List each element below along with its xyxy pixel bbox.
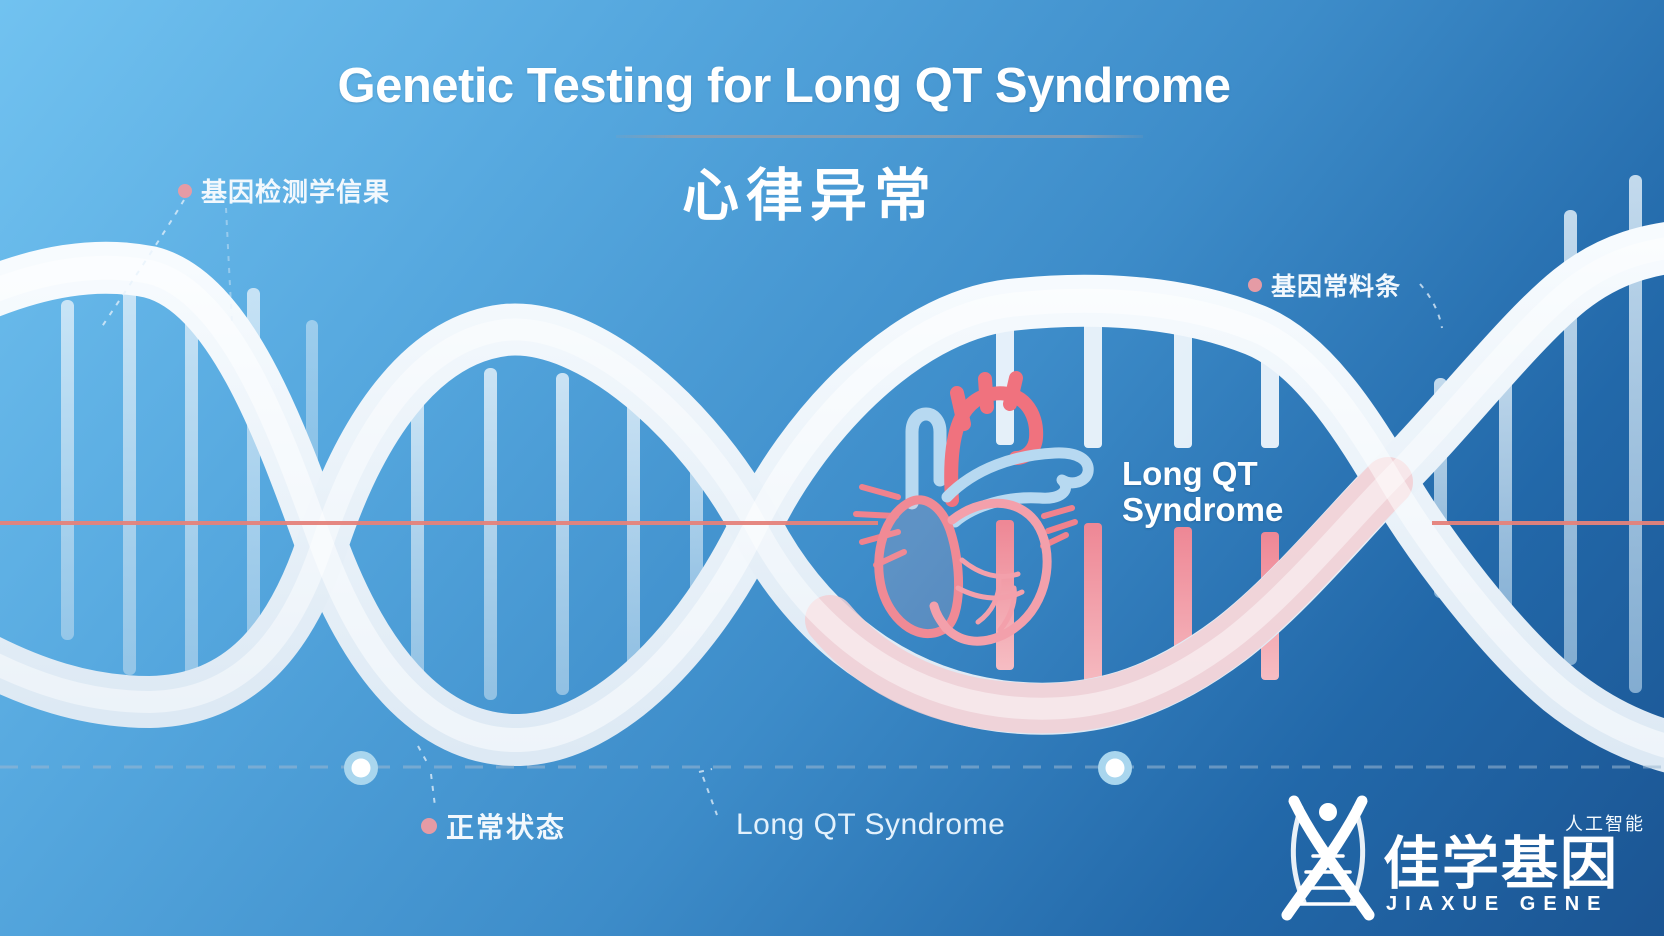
callout-bottom-left-label: 正常状态 (446, 812, 567, 843)
page-title: Genetic Testing for Long QT Syndrome (337, 59, 1231, 113)
heart-inner-vessels (955, 557, 1025, 633)
jiaxue-gene-logo-mark (1281, 795, 1375, 921)
logo-ai-tagline: 人工智能 (1565, 814, 1645, 834)
dna-rungs-heart-loop-upper (996, 318, 1279, 448)
heart-aorta (944, 371, 1044, 507)
callout-top-left: 基因检测学信果 (178, 172, 390, 209)
heart-callout-label: Long QT Syndrome (1122, 456, 1283, 528)
heart-bottom-tip (929, 601, 951, 633)
heart-callout-line1: Long QT (1122, 455, 1258, 492)
logo-name-english: JIAXUE GENE (1386, 893, 1609, 915)
dna-strand-b (0, 222, 1664, 735)
heart-callout-line2: Syndrome (1122, 491, 1284, 528)
anatomical-heart-icon (853, 371, 1094, 646)
heart-right-lobe (941, 498, 1052, 646)
dna-strand-rose-segment (805, 457, 1413, 734)
callout-connectors (100, 199, 1443, 816)
heart-vessel-blue-right (941, 447, 1094, 528)
timeline-dot-marker (344, 751, 378, 785)
title-divider (616, 135, 1143, 138)
heart-vessel-blue-left (905, 407, 947, 510)
page-subtitle-zh: 心律异常 (682, 164, 938, 228)
logo-name-chinese: 佳学基因 (1383, 832, 1619, 896)
timeline-dot-marker (1098, 751, 1132, 785)
callout-bottom-center-label: Long QT Syndrome (736, 808, 1006, 841)
heart-left-lobe (874, 495, 964, 639)
callout-top-right-label: 基因常料条 (1271, 273, 1402, 301)
callout-bottom-left: 正常状态 (421, 806, 566, 846)
dna-strand-b-highlight (0, 237, 1664, 720)
dna-strand-a-highlight (0, 255, 1664, 758)
pink-dot-icon (421, 818, 437, 834)
timeline-guide (0, 751, 1664, 785)
pink-dot-icon (178, 183, 192, 198)
pink-dot-icon (1248, 278, 1262, 292)
callout-top-left-label: 基因检测学信果 (201, 177, 391, 207)
callout-top-right: 基因常料条 (1248, 267, 1401, 303)
dna-strands (0, 222, 1664, 773)
